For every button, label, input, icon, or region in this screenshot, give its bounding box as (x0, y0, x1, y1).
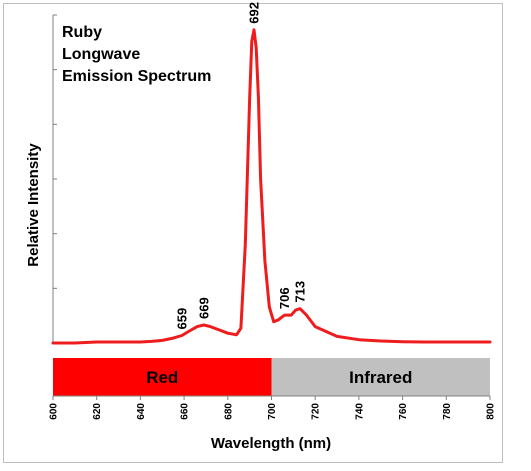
title-line-3: Emission Spectrum (62, 68, 211, 85)
x-tick-label: 720 (311, 403, 322, 420)
band-red (53, 358, 272, 396)
x-axis-label: Wavelength (nm) (211, 435, 331, 452)
x-tick-label: 660 (180, 403, 191, 420)
x-tick-label: 700 (267, 403, 278, 420)
peak-label-659: 659 (174, 308, 189, 330)
x-axis: 600 620 640 660 680 700 720 740 760 780 800 (49, 395, 497, 420)
x-tick-label: 620 (92, 403, 103, 420)
chart-title: Ruby Longwave Emission Spectrum (62, 24, 211, 85)
spectrum-bands: Red Infrared (53, 358, 490, 396)
title-line-2: Longwave (62, 46, 140, 63)
x-tick-label: 740 (354, 403, 365, 420)
spectrum-line (51, 28, 492, 345)
x-tick-label: 600 (49, 403, 60, 420)
y-axis-label: Relative Intensity (25, 143, 42, 267)
x-tick-label: 800 (486, 403, 497, 420)
peak-label-713: 713 (292, 281, 307, 303)
series-layer (51, 28, 492, 345)
peak-annotations: 659 669 692 706 713 (174, 2, 307, 329)
peak-label-706: 706 (277, 287, 292, 309)
band-label-infrared: Infrared (349, 368, 412, 387)
title-line-1: Ruby (62, 24, 102, 41)
x-tick-label: 640 (136, 403, 147, 420)
x-tick-label: 680 (223, 403, 234, 420)
y-axis (52, 14, 57, 344)
peak-label-692: 692 (247, 2, 262, 24)
x-tick-label: 780 (442, 403, 453, 420)
band-infrared (271, 358, 490, 396)
x-tick-label: 760 (398, 403, 409, 420)
peak-label-669: 669 (196, 297, 211, 319)
band-label-red: Red (146, 368, 178, 387)
